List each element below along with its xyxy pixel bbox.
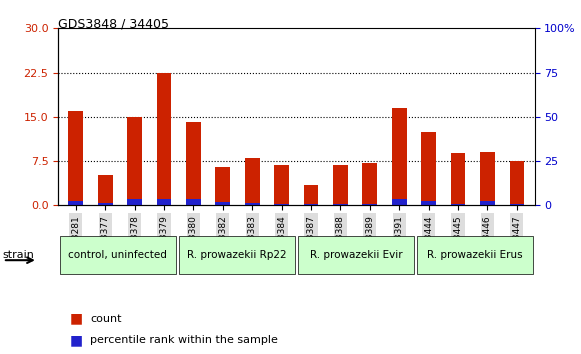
Bar [157, 73, 171, 205]
Bar [363, 163, 377, 205]
Text: ■: ■ [70, 333, 83, 347]
FancyBboxPatch shape [60, 236, 175, 274]
Bar [451, 153, 465, 205]
Bar [157, 199, 171, 205]
Bar [245, 158, 260, 205]
Bar [421, 201, 436, 205]
Bar [274, 165, 289, 205]
Bar [127, 117, 142, 205]
Text: strain: strain [3, 250, 35, 260]
Text: R. prowazekii Rp22: R. prowazekii Rp22 [187, 250, 286, 260]
Bar [480, 152, 495, 205]
Bar [421, 132, 436, 205]
Bar [304, 185, 318, 205]
Bar [510, 161, 524, 205]
Bar [186, 199, 200, 205]
Bar [127, 199, 142, 205]
Bar [216, 202, 230, 205]
FancyBboxPatch shape [417, 236, 533, 274]
Bar [98, 175, 113, 205]
Text: control, uninfected: control, uninfected [68, 250, 167, 260]
FancyBboxPatch shape [179, 236, 295, 274]
Text: percentile rank within the sample: percentile rank within the sample [90, 335, 278, 345]
Bar [245, 203, 260, 205]
Bar [480, 201, 495, 205]
Bar [392, 108, 407, 205]
Bar [98, 202, 113, 205]
FancyBboxPatch shape [298, 236, 414, 274]
Bar [69, 201, 83, 205]
Bar [186, 121, 200, 205]
Text: GDS3848 / 34405: GDS3848 / 34405 [58, 18, 169, 31]
Text: R. prowazekii Erus: R. prowazekii Erus [427, 250, 523, 260]
Text: count: count [90, 314, 121, 324]
Bar [216, 167, 230, 205]
Bar [333, 165, 348, 205]
Bar [69, 111, 83, 205]
Text: ■: ■ [70, 312, 83, 326]
Text: R. prowazekii Evir: R. prowazekii Evir [310, 250, 402, 260]
Bar [392, 199, 407, 205]
